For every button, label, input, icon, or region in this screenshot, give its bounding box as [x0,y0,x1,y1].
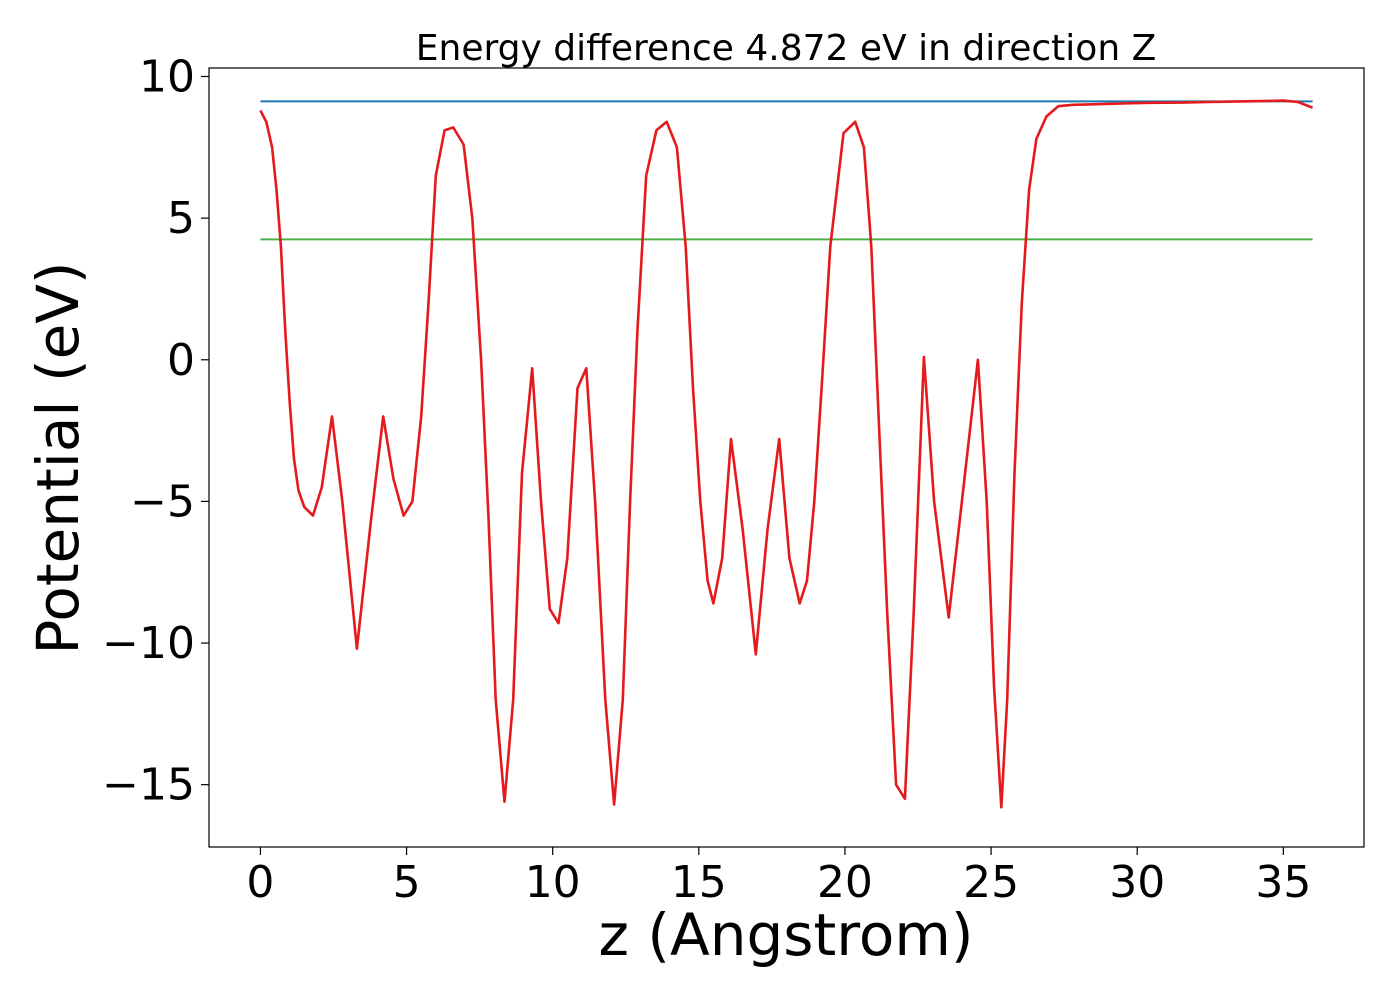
y-axis-ticks: −15 −10 −5 0 5 10 [102,51,209,811]
x-tick-label: 0 [246,857,274,908]
x-tick-label: 30 [1109,857,1165,908]
x-tick-label: 25 [963,857,1019,908]
series-layer [259,99,1314,809]
x-tick-label: 5 [393,857,421,908]
y-tick-label: 5 [167,193,195,244]
x-tick-label: 35 [1255,857,1311,908]
series-line-potential [259,99,1314,809]
x-tick-label: 15 [671,857,727,908]
x-tick-label: 20 [817,857,873,908]
x-axis-label: z (Angstrom) [599,901,974,969]
chart-title: Energy difference 4.872 eV in direction … [416,28,1157,69]
plot-frame [208,67,1365,848]
y-tick-label: −15 [102,760,195,811]
x-tick-label: 10 [525,857,581,908]
y-tick-label: 0 [167,335,195,386]
y-axis-label: Potential (eV) [24,261,92,654]
x-axis-ticks: 0 5 10 15 20 25 30 35 [246,847,1311,908]
y-tick-label: −10 [102,618,195,669]
y-tick-label: −5 [130,476,195,527]
y-tick-label: 10 [139,51,195,102]
